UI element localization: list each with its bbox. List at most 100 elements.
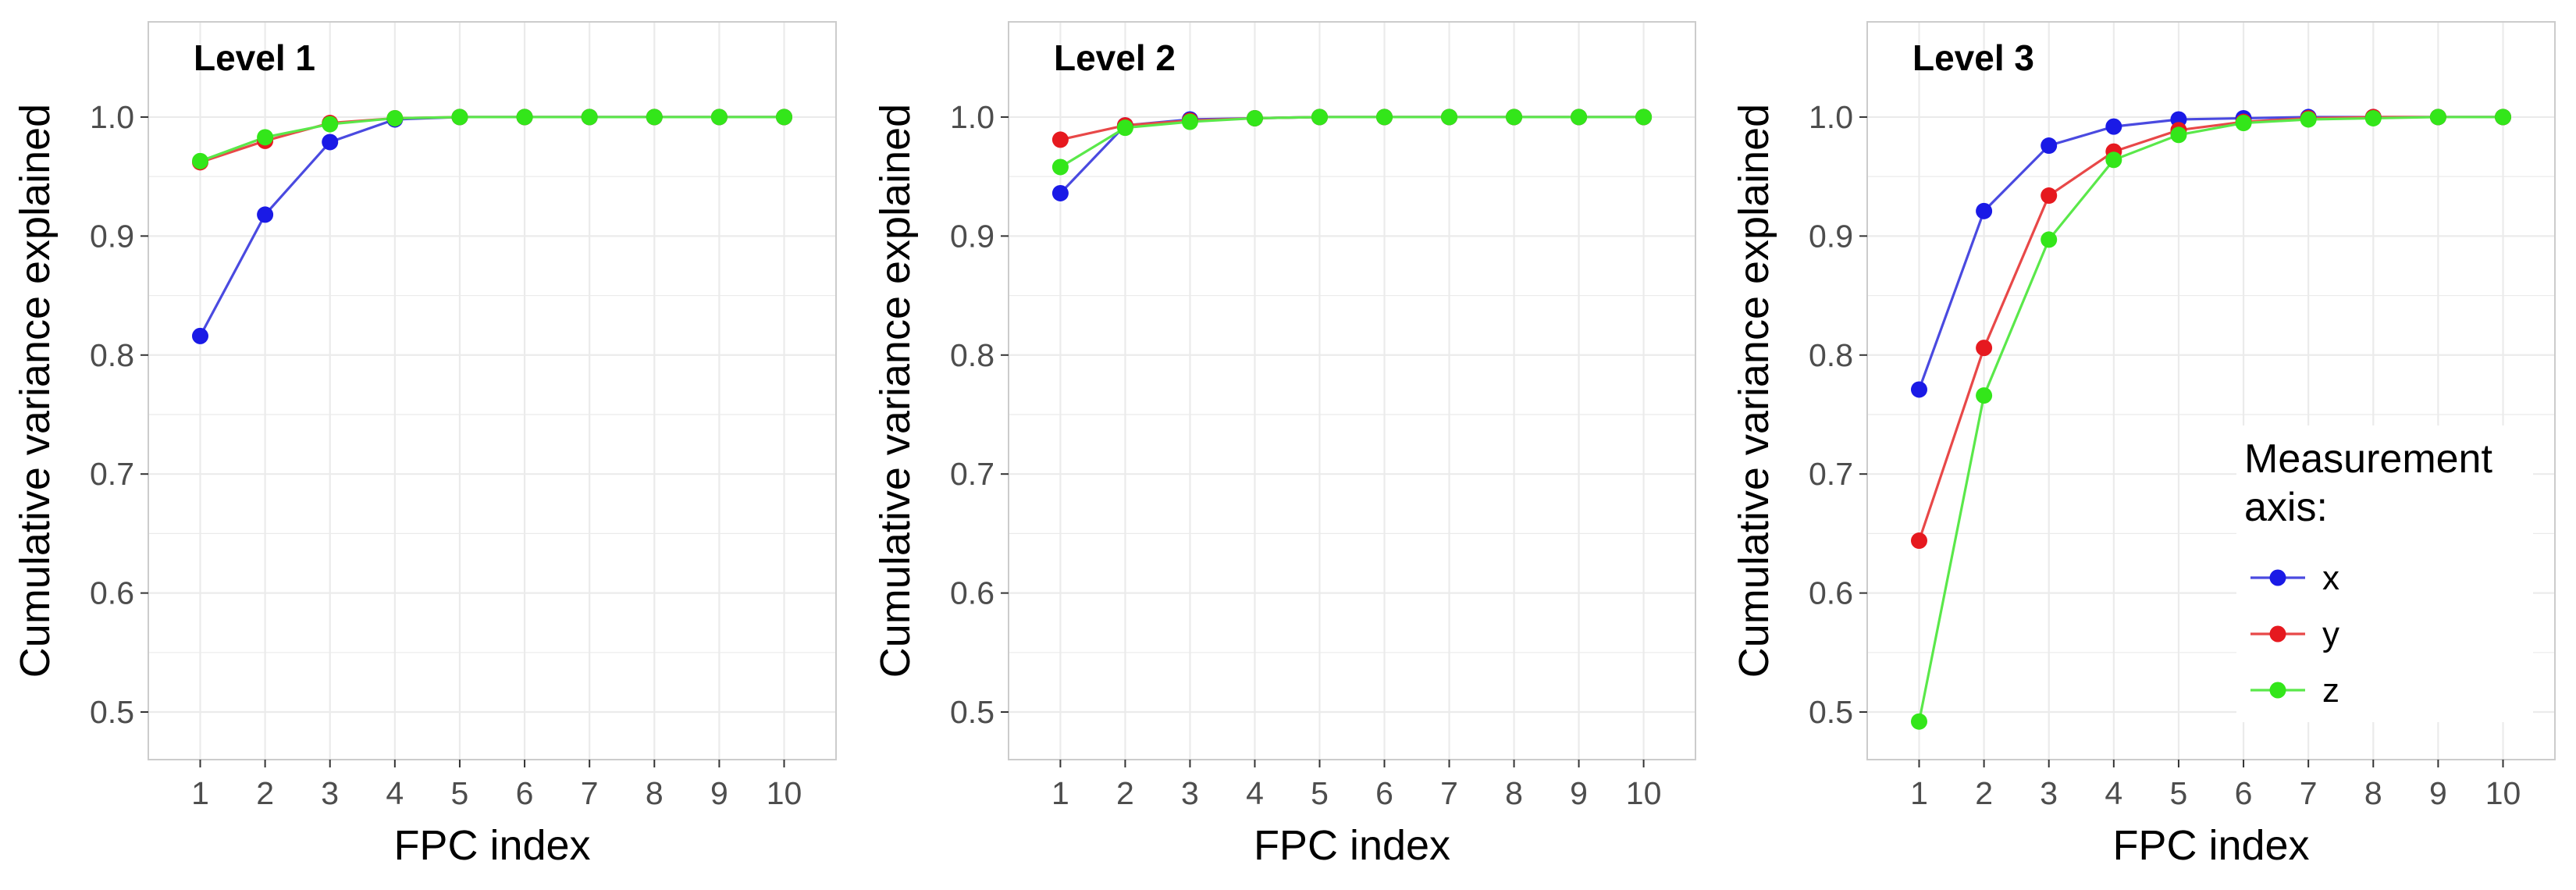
panel-2: 0.5 0.6 0.7 0.8 0.9 1.0 1 2 3 4 5 6 7 8 9 10 FPC index Cu… [872,21,1696,869]
x-axis-title: FPC index [2112,822,2309,869]
series-line-y [199,116,785,164]
point-x [322,134,339,151]
y-axis-title: Cumulative variance explained [1731,104,1777,678]
legend-marker-y [2269,625,2286,643]
y-tick-label: 0.6 [950,575,994,611]
y-tick-label: 0.5 [90,694,134,730]
x-tick-label: 4 [2105,775,2122,811]
y-tick-label: 0.5 [950,694,994,730]
point-z [1246,109,1263,126]
point-z [257,129,274,146]
point-z [1116,119,1133,137]
x-tick-label: 1 [1051,775,1069,811]
x-tick-label: 2 [1975,775,1993,811]
point-z [1976,387,1993,404]
point-z [2170,126,2187,144]
series-line-z [1059,116,1644,169]
y-tick-label: 0.8 [1809,337,1853,373]
point-y [1051,131,1069,148]
point-z [1376,109,1393,126]
point-x [257,206,274,223]
x-tick-label: 3 [1181,775,1199,811]
panel-1: 0.5 0.6 0.7 0.8 0.9 1.0 1 2 3 4 5 6 7 8 9 10 FPC index Cu… [12,21,837,869]
legend-label-x: x [2322,559,2339,597]
y-tick-label: 0.7 [90,456,134,492]
x-tick-label: 1 [191,775,209,811]
point-z [710,109,728,126]
legend-background [2236,425,2533,722]
point-z [516,109,533,126]
point-z [1571,109,1588,126]
x-tick-label: 5 [451,775,469,811]
panel-border [1866,21,2556,760]
point-z [191,152,208,169]
y-axis-title: Cumulative variance explained [12,104,59,678]
x-tick-label: 8 [646,775,664,811]
point-z [1311,109,1328,126]
x-tick-label: 7 [581,775,599,811]
x-tick-label: 1 [1910,775,1928,811]
point-z [2235,115,2252,132]
x-tick-label: 10 [1626,775,1662,811]
point-z [581,109,598,126]
series-line-x [199,116,785,337]
y-tick-label: 0.7 [950,456,994,492]
legend-marker-x [2269,569,2286,586]
series-line-x [1059,116,1644,194]
y-tick-label: 0.9 [90,218,134,254]
legend-label-z: z [2322,671,2339,710]
panel-3: 0.5 0.6 0.7 0.8 0.9 1.0 1 2 3 4 5 6 7 8 9 10 FPC index Cu… [1731,21,2556,869]
point-z [646,109,663,126]
x-tick-label: 6 [516,775,534,811]
y-tick-label: 0.9 [1809,218,1853,254]
point-z [2105,151,2122,169]
legend-title: axis: [2244,485,2328,530]
y-tick-label: 1.0 [950,99,994,135]
point-z [322,116,339,133]
x-tick-label: 5 [2170,775,2188,811]
x-tick-label: 6 [2235,775,2253,811]
y-tick-label: 0.6 [1809,575,1853,611]
y-tick-label: 0.8 [90,337,134,373]
point-y [1910,532,1927,550]
panel-title: Level 2 [1054,37,1176,78]
point-z [1051,158,1069,176]
point-z [776,109,793,126]
x-tick-label: 8 [2364,775,2382,811]
x-tick-label: 4 [1246,775,1264,811]
point-x [191,327,208,344]
point-z [2429,109,2446,126]
x-tick-label: 2 [256,775,274,811]
y-tick-label: 0.5 [1809,694,1853,730]
y-tick-label: 0.9 [950,218,994,254]
point-z [2300,111,2317,128]
point-z [1635,109,1653,126]
legend-marker-z [2269,682,2286,699]
legend-title: Measurement [2244,436,2492,482]
point-z [2364,109,2382,126]
x-tick-label: 3 [321,775,339,811]
x-tick-label: 6 [1375,775,1393,811]
panel-border [1008,21,1696,760]
series-line-x [1917,116,2503,390]
point-y [1976,340,1993,357]
series-line-y [1060,116,1644,141]
point-z [1181,113,1198,130]
legend-label-y: y [2322,615,2339,653]
x-tick-label: 8 [1505,775,1523,811]
panel-title: Level 1 [194,37,315,78]
x-tick-label: 9 [1570,775,1588,811]
point-z [451,109,468,126]
point-x [1051,184,1069,201]
panel-border [148,21,837,760]
x-tick-label: 9 [710,775,728,811]
x-tick-label: 4 [386,775,404,811]
x-tick-label: 2 [1116,775,1134,811]
x-tick-label: 10 [2485,775,2521,811]
y-tick-label: 1.0 [90,99,134,135]
x-tick-label: 5 [1311,775,1329,811]
point-z [1506,109,1523,126]
series-line-z [1917,116,2503,722]
